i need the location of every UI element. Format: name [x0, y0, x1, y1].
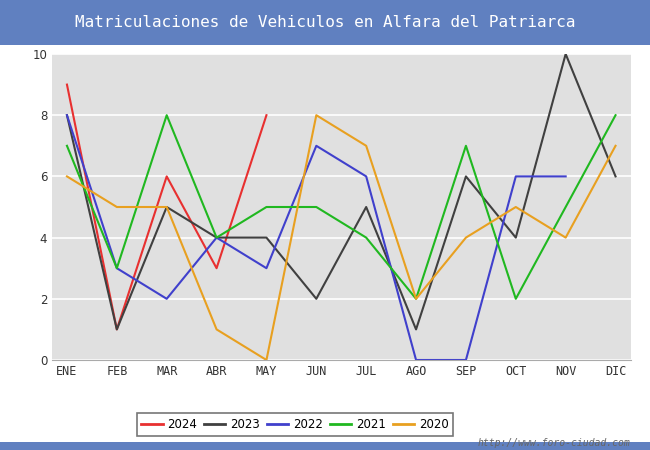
Legend: 2024, 2023, 2022, 2021, 2020: 2024, 2023, 2022, 2021, 2020 [136, 414, 453, 436]
Text: http://www.foro-ciudad.com: http://www.foro-ciudad.com [478, 438, 630, 448]
Text: Matriculaciones de Vehiculos en Alfara del Patriarca: Matriculaciones de Vehiculos en Alfara d… [75, 15, 575, 30]
